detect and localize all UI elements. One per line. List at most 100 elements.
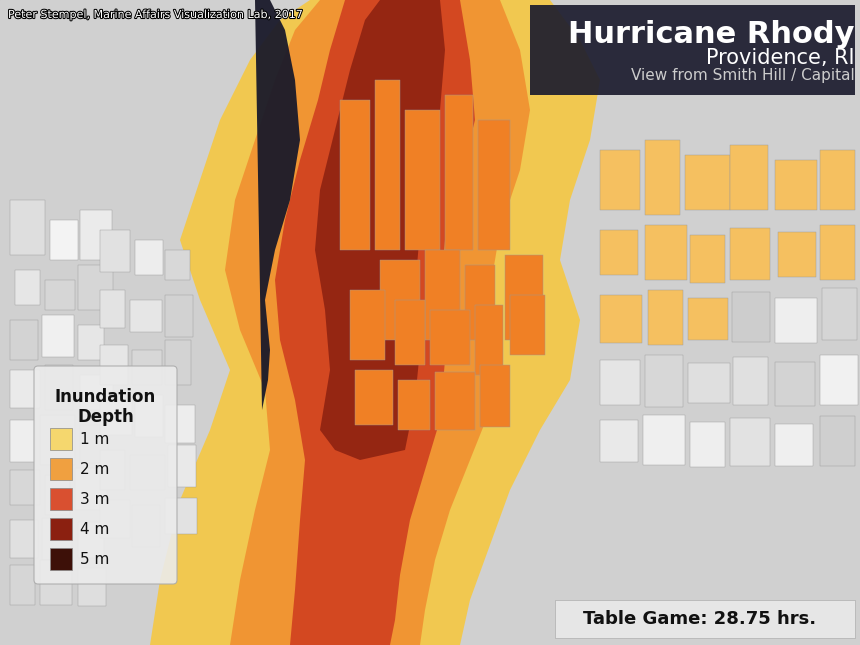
Bar	[730, 418, 770, 466]
Bar	[135, 395, 163, 437]
Bar	[820, 225, 855, 280]
Bar	[75, 468, 107, 510]
Bar	[10, 320, 38, 360]
Bar	[645, 140, 680, 215]
Polygon shape	[275, 0, 475, 645]
Bar	[45, 475, 70, 515]
Bar	[600, 230, 638, 275]
Bar	[165, 250, 190, 280]
Bar	[645, 355, 683, 407]
Bar	[600, 150, 640, 210]
Bar	[340, 100, 370, 250]
Text: 2 m: 2 m	[80, 462, 109, 477]
Bar	[435, 372, 475, 430]
Polygon shape	[150, 0, 600, 645]
Bar	[10, 420, 35, 462]
Bar	[135, 240, 163, 275]
Bar	[643, 415, 685, 465]
Bar	[820, 150, 855, 210]
Bar	[165, 340, 191, 385]
Bar	[530, 5, 855, 95]
Text: 1 m: 1 m	[80, 432, 109, 446]
Bar	[480, 365, 510, 427]
Text: Inundation: Inundation	[55, 388, 157, 406]
Bar	[600, 420, 638, 462]
Bar	[45, 365, 73, 410]
Bar	[50, 458, 72, 480]
Bar	[100, 230, 130, 272]
Bar	[165, 295, 193, 337]
Bar	[648, 290, 683, 345]
Bar	[50, 518, 72, 540]
Bar	[398, 380, 430, 430]
Bar	[10, 470, 40, 505]
Bar	[165, 405, 195, 443]
Bar	[100, 450, 125, 490]
Text: Peter Stempel, Marine Affairs Visualization Lab, 2017: Peter Stempel, Marine Affairs Visualizat…	[8, 10, 304, 20]
Bar	[478, 120, 510, 250]
Bar	[168, 445, 196, 487]
Bar	[733, 357, 768, 405]
Bar	[405, 110, 440, 250]
Bar	[820, 355, 858, 405]
Bar	[690, 235, 725, 283]
Bar	[100, 345, 128, 385]
Bar	[730, 228, 770, 280]
Bar	[100, 400, 132, 435]
Bar	[775, 362, 815, 406]
Bar	[100, 290, 125, 328]
Bar	[445, 95, 473, 250]
Bar	[465, 265, 495, 340]
Bar	[425, 250, 460, 340]
Bar	[132, 350, 162, 385]
Bar	[42, 518, 72, 560]
Bar	[775, 160, 817, 210]
Bar	[822, 288, 857, 340]
Bar	[78, 325, 104, 360]
Bar	[645, 225, 687, 280]
Bar	[130, 455, 165, 490]
Text: Hurricane Rhody: Hurricane Rhody	[568, 20, 855, 49]
Bar	[40, 415, 75, 465]
Bar	[510, 295, 545, 355]
Bar	[600, 360, 640, 405]
Bar	[10, 520, 38, 558]
Bar	[10, 565, 35, 605]
Bar	[688, 298, 728, 340]
Bar	[688, 363, 730, 403]
Text: 4 m: 4 m	[80, 522, 109, 537]
Bar	[10, 370, 40, 408]
Bar	[775, 424, 813, 466]
Text: View from Smith Hill / Capital: View from Smith Hill / Capital	[631, 68, 855, 83]
Bar	[355, 370, 393, 425]
Bar	[165, 498, 197, 534]
Bar	[685, 155, 730, 210]
Bar	[380, 260, 420, 340]
Text: 5 m: 5 m	[80, 551, 109, 566]
Bar	[50, 220, 78, 260]
Text: Table Game: 28.75 hrs.: Table Game: 28.75 hrs.	[583, 610, 816, 628]
Bar	[395, 300, 425, 365]
Bar	[775, 298, 817, 343]
Polygon shape	[225, 0, 530, 645]
Bar	[15, 270, 40, 305]
Bar	[10, 200, 45, 255]
Bar	[690, 422, 725, 467]
Bar	[50, 548, 72, 570]
Bar	[80, 210, 112, 260]
Bar	[50, 428, 72, 450]
Bar	[80, 425, 108, 463]
Polygon shape	[315, 0, 445, 460]
Bar	[375, 80, 400, 250]
Bar	[555, 600, 855, 638]
Bar	[100, 500, 130, 538]
Bar	[45, 280, 75, 310]
Bar	[430, 310, 470, 365]
Bar	[50, 488, 72, 510]
Bar	[42, 315, 74, 357]
Bar	[730, 145, 768, 210]
Bar	[132, 505, 160, 547]
Polygon shape	[255, 0, 300, 410]
Bar	[820, 416, 855, 466]
Bar	[475, 305, 503, 375]
